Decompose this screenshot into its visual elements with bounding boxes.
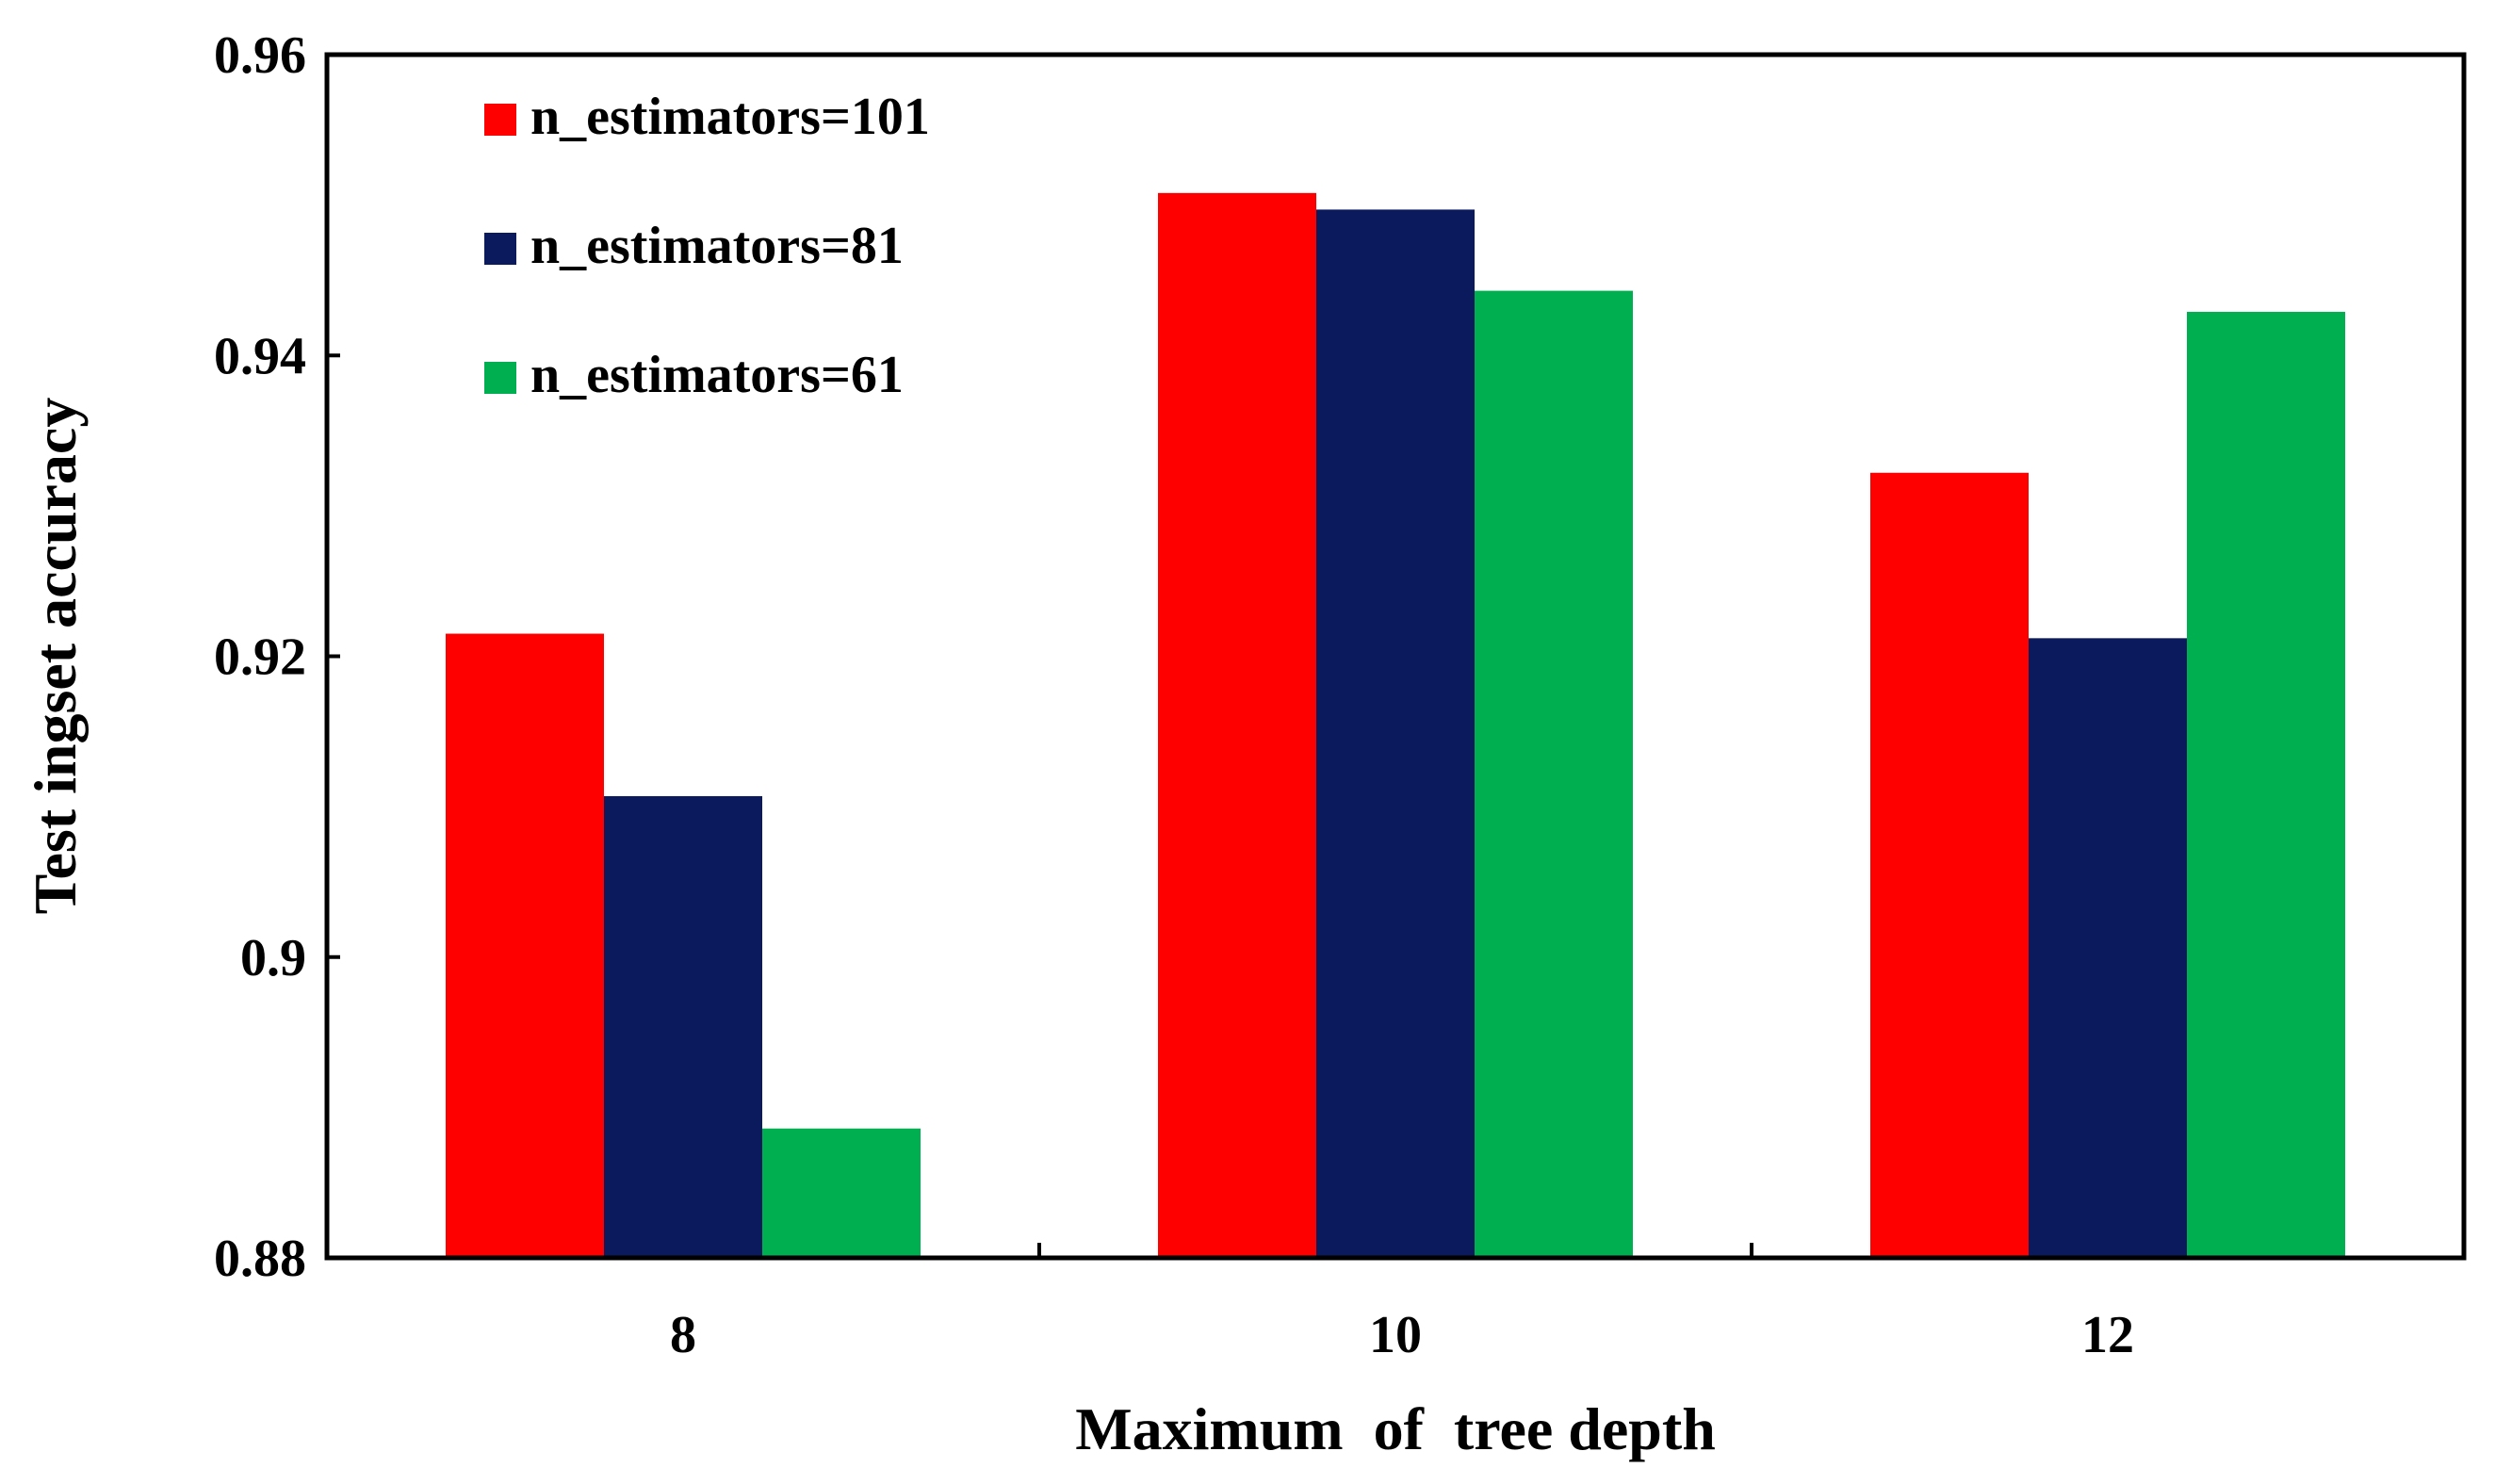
legend-swatch — [484, 104, 516, 136]
x-tick-label: 12 — [2081, 1306, 2134, 1364]
y-tick-label: 0.96 — [214, 26, 306, 85]
y-tick-label: 0.92 — [214, 628, 306, 687]
bar-n-estimators-61-depth-12 — [2187, 311, 2345, 1258]
legend-label: n_estimators=61 — [530, 346, 904, 404]
legend-swatch — [484, 362, 516, 394]
bars-layer — [446, 192, 2345, 1259]
legend: n_estimators=101 n_estimators=81 n_estimat… — [484, 88, 930, 404]
ticks-layer: 0.88 0.9 0.92 0.94 0.96 8 10 12 — [214, 26, 2134, 1364]
x-tick-label: 8 — [670, 1306, 696, 1364]
legend-label: n_estimators=81 — [530, 217, 904, 275]
bar-n-estimators-81-depth-8 — [604, 795, 762, 1258]
bar-n-estimators-101-depth-8 — [446, 633, 604, 1258]
bar-n-estimators-61-depth-10 — [1475, 290, 1633, 1259]
legend-label: n_estimators=101 — [530, 88, 930, 146]
y-tick-label: 0.88 — [214, 1230, 306, 1288]
y-axis-title: Test ingset accuracy — [22, 398, 89, 915]
x-axis-title: Maximum of tree depth — [1075, 1395, 1716, 1462]
bar-n-estimators-81-depth-10 — [1316, 209, 1475, 1258]
bar-n-estimators-81-depth-12 — [2029, 638, 2187, 1258]
legend-swatch — [484, 233, 516, 265]
bar-n-estimators-101-depth-12 — [1870, 472, 2029, 1258]
bar-n-estimators-101-depth-10 — [1158, 192, 1316, 1259]
bar-n-estimators-61-depth-8 — [762, 1128, 921, 1258]
x-tick-label: 10 — [1369, 1306, 1422, 1364]
y-tick-label: 0.9 — [240, 929, 306, 987]
y-tick-label: 0.94 — [214, 327, 306, 385]
